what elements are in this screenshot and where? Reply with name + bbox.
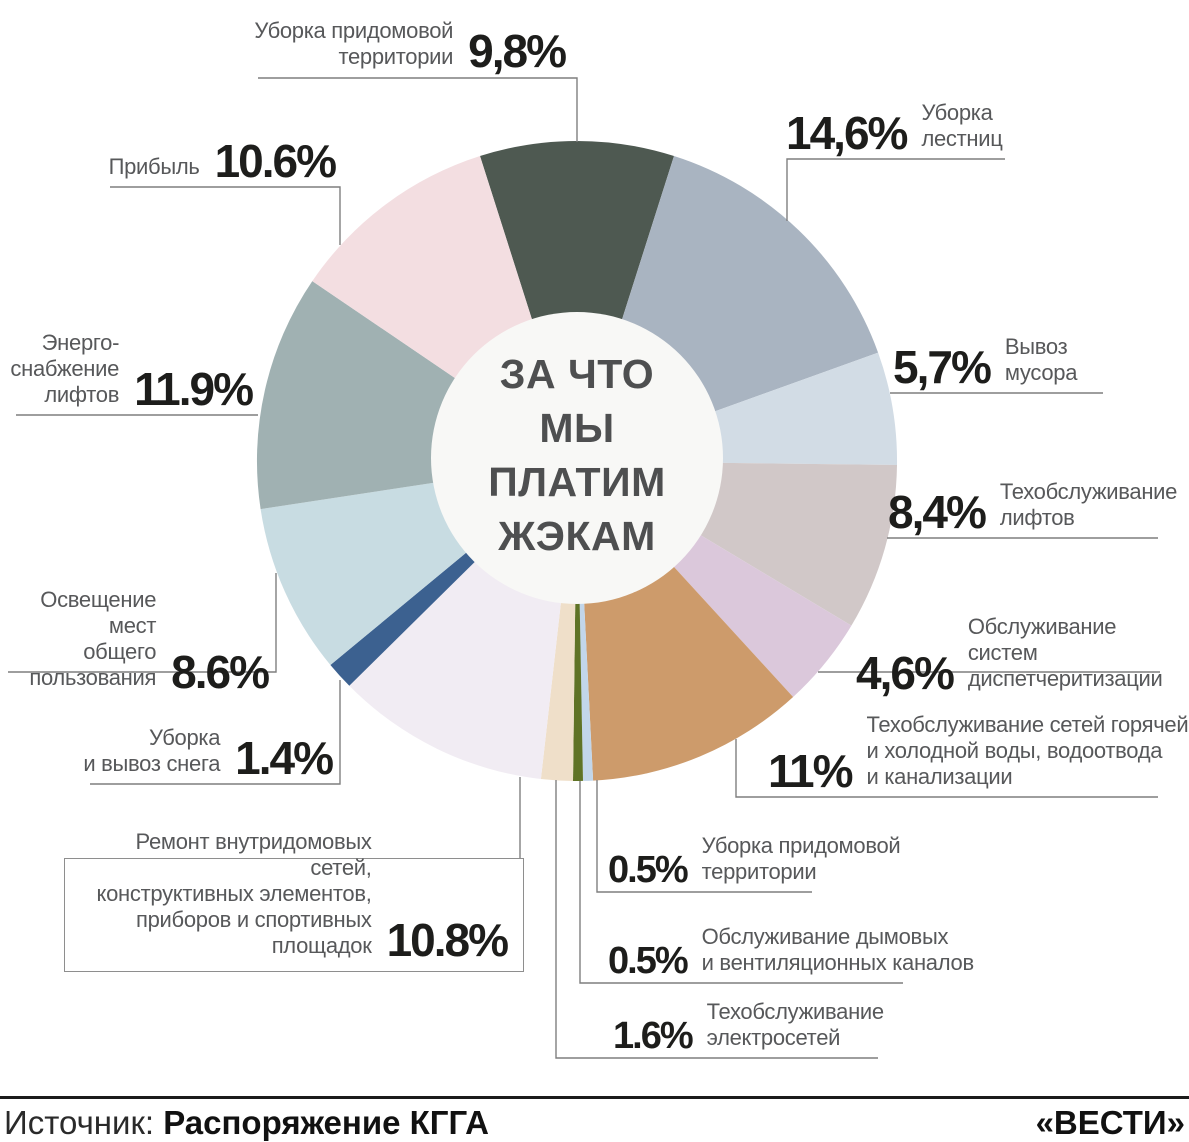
callout-elektroseti: 1.6% Техобслуживание электросетей [613, 999, 885, 1057]
callout-label: Уборка и вывоз снега [83, 725, 220, 777]
label-line: Техобслуживание сетей горячей [866, 712, 1189, 737]
callout-uborka-pridomovoy-top: Уборка придомовой территории 9,8% [160, 18, 567, 78]
callout-uborka-lestnits: 14,6% Уборка лестниц [786, 100, 1003, 160]
callout-tehobsluzhivanie-liftov: 8,4% Техобслуживание лифтов [888, 479, 1178, 539]
footer-rule [0, 1096, 1189, 1099]
label-line: диспетчеритизации [967, 666, 1163, 691]
pie-segment-0 [480, 140, 674, 461]
callout-dymovye-kanaly: 0.5% Обслуживание дымовых и вентиляционн… [608, 924, 975, 982]
callout-percent: 10.8% [386, 914, 509, 967]
callout-label: Техобслуживание электросетей [706, 999, 885, 1051]
donut-hole [431, 312, 723, 604]
callout-percent: 10.6% [214, 135, 337, 187]
callout-percent: 4,6% [856, 647, 955, 700]
label-line: лифтов [999, 505, 1075, 530]
label-line: Уборка [921, 100, 993, 125]
center-title-line: ЖЭКАМ [498, 513, 656, 559]
brand-vesti: «ВЕСТИ» [1035, 1104, 1185, 1141]
leader-line-pribyl [110, 186, 341, 245]
label-line: лифтов [44, 382, 120, 407]
callout-vyvoz-musora: 5,7% Вывоз мусора [893, 334, 1078, 394]
callout-label: Уборка придомовой территории [702, 833, 901, 885]
callout-percent: 0.5% [608, 939, 689, 982]
label-line: Техобслуживание [999, 479, 1178, 504]
label-line: электросетей [706, 1025, 841, 1050]
source-name: Распоряжение КГГА [163, 1104, 489, 1141]
label-line: и холодной воды, водоотвода [866, 738, 1163, 763]
label-line: Ремонт внутридомовых сетей, [135, 829, 372, 880]
callout-label: Техобслуживание лифтов [999, 479, 1178, 531]
pie-segment-7 [573, 461, 583, 782]
footer: Источник: Распоряжение КГГА «ВЕСТИ» [0, 1104, 1189, 1142]
leader-line-dymovye-kanaly [579, 781, 903, 984]
source-text: Источник: Распоряжение КГГА [4, 1104, 489, 1142]
leader-line-elektroseti [555, 780, 878, 1059]
source-prefix: Источник: [4, 1104, 164, 1141]
leader-line-osveshchenie [8, 573, 277, 673]
callout-energosnabzhenie-liftov: Энерго- снабжение лифтов 11.9% [6, 330, 254, 416]
label-line: территории [338, 44, 454, 69]
callout-percent: 11.9% [134, 363, 254, 416]
callout-seti-vody: 11% Техобслуживание сетей горячей и холо… [768, 712, 1189, 798]
callout-percent: 14,6% [786, 107, 908, 160]
label-line: Энерго- [41, 330, 120, 355]
label-line: Обслуживание систем [967, 614, 1117, 665]
label-line: снабжение [10, 356, 120, 381]
callout-percent: 1.6% [613, 1014, 694, 1057]
callout-label: Уборка лестниц [921, 100, 1002, 152]
center-title-line: МЫ [539, 405, 615, 451]
leader-line-uborka-snega [90, 680, 341, 785]
label-line: Уборка придомовой [254, 18, 454, 43]
label-line: общего [83, 639, 157, 664]
callout-percent: 5,7% [893, 341, 992, 394]
label-line: мусора [1004, 360, 1078, 385]
callout-uborka-snega: Уборка и вывоз снега 1.4% [70, 725, 334, 785]
label-line: конструктивных элементов, [96, 881, 372, 906]
callout-label: Уборка придомовой территории [254, 18, 453, 70]
label-line: Техобслуживание [706, 999, 885, 1024]
label-line: и вентиляционных каналов [701, 950, 975, 975]
label-line: приборов и спортивных площадок [136, 907, 372, 958]
callout-label: Обслуживание дымовых и вентиляционных ка… [701, 924, 975, 976]
center-title-line: ЗА ЧТО [499, 351, 655, 397]
leader-line-uborka-pridomovoy-top [258, 77, 578, 142]
callout-label: Освещение мест общего пользования [0, 587, 156, 691]
label-line: Вывоз [1004, 334, 1068, 359]
leader-line-seti-vody [735, 739, 1158, 798]
callout-dispetcherizatsiya: 4,6% Обслуживание систем диспетчеритизац… [856, 614, 1189, 700]
label-line: и вывоз снега [83, 751, 221, 776]
callout-osveshchenie: Освещение мест общего пользования 8.6% [0, 587, 270, 699]
center-title: ЗА ЧТО МЫ ПЛАТИМ ЖЭКАМ [488, 347, 665, 563]
callout-label: Энерго- снабжение лифтов [10, 330, 119, 408]
callout-percent: 9,8% [468, 25, 567, 78]
label-line: территории [701, 859, 817, 884]
label-line: Обслуживание дымовых [701, 924, 949, 949]
callout-uborka-pridomovoy-small: 0.5% Уборка придомовой территории [608, 833, 901, 891]
callout-remont-setey: Ремонт внутридомовых сетей, конструктивн… [64, 829, 524, 972]
label-line: Освещение мест [40, 587, 157, 638]
callout-percent: 1.4% [235, 732, 334, 785]
callout-pribyl: Прибыль 10.6% [100, 135, 337, 187]
leader-line-uborka-pridomovoy-small [596, 780, 812, 893]
label-line: Прибыль [108, 153, 200, 179]
callout-label: Обслуживание систем диспетчеритизации [968, 614, 1189, 692]
callout-percent: 8.6% [171, 646, 270, 699]
callout-percent: 0.5% [608, 848, 689, 891]
center-title-line: ПЛАТИМ [488, 459, 666, 505]
label-line: и канализации [866, 764, 1013, 789]
callout-label: Техобслуживание сетей горячей и холодной… [867, 712, 1189, 790]
callout-label: Ремонт внутридомовых сетей, конструктивн… [75, 829, 372, 959]
label-line: Уборка придомовой [701, 833, 901, 858]
label-line: лестниц [921, 126, 1003, 151]
callout-percent: 11% [768, 745, 854, 798]
leader-line-uborka-lestnits [786, 158, 1005, 221]
callout-label: Вывоз мусора [1004, 334, 1078, 386]
label-line: Уборка [149, 725, 221, 750]
callout-label: Прибыль [109, 154, 200, 180]
label-line: пользования [29, 665, 157, 690]
callout-percent: 8,4% [888, 486, 987, 539]
